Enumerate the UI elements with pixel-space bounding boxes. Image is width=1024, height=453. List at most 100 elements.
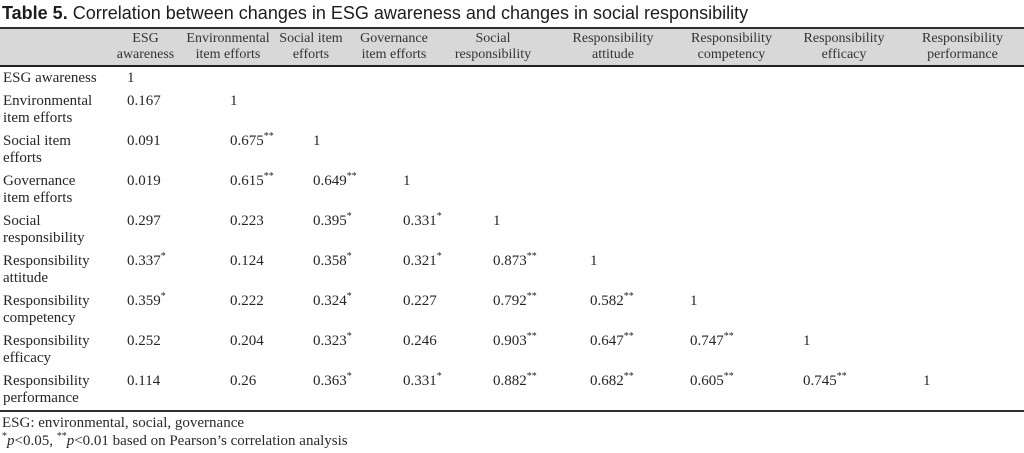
empty-cell	[901, 90, 1024, 130]
correlation-cell: 0.091	[127, 133, 161, 149]
correlation-cell: 0.222	[230, 293, 264, 309]
footnote-text: <0.05,	[14, 433, 57, 449]
row-label: Responsibility efficacy	[3, 333, 90, 366]
empty-cell	[550, 130, 676, 170]
empty-cell	[787, 210, 901, 250]
empty-cell	[352, 66, 436, 90]
correlation-cell: 1	[403, 173, 411, 189]
empty-cell	[436, 170, 550, 210]
significance-marker: **	[56, 431, 67, 442]
significance-marker: **	[723, 331, 734, 342]
significance-marker: *	[346, 371, 352, 382]
correlation-cell: 0.321*	[403, 251, 442, 270]
empty-cell	[787, 66, 901, 90]
correlation-cell: 0.792**	[493, 291, 537, 310]
correlation-cell: 0.363*	[313, 371, 352, 390]
empty-cell	[787, 90, 901, 130]
empty-cell	[676, 130, 787, 170]
correlation-cell: 0.167	[127, 93, 161, 109]
column-header: Responsibility efficacy	[787, 28, 901, 67]
empty-cell	[550, 170, 676, 210]
correlation-cell: 0.615**	[230, 171, 274, 190]
significance-marker: **	[346, 171, 357, 182]
correlation-cell: 0.605**	[690, 371, 734, 390]
empty-cell	[550, 66, 676, 90]
empty-cell	[901, 210, 1024, 250]
empty-cell	[436, 130, 550, 170]
table-row: Governance item efforts 0.019 0.615** 0.649…	[0, 170, 1024, 210]
table-row: Responsibility competency 0.359* 0.222 0.32…	[0, 290, 1024, 330]
correlation-cell: 0.246	[403, 333, 437, 349]
correlation-table: ESG awareness Environmental item efforts S…	[0, 27, 1024, 412]
empty-cell	[901, 170, 1024, 210]
empty-cell	[676, 66, 787, 90]
p-symbol: p	[7, 433, 15, 449]
correlation-cell: 0.582**	[590, 291, 634, 310]
significance-marker: *	[160, 291, 166, 302]
correlation-cell: 1	[590, 253, 598, 269]
row-label: Social responsibility	[3, 213, 85, 246]
table-row: Environmental item efforts 0.167 1	[0, 90, 1024, 130]
empty-cell	[787, 250, 901, 290]
row-label: Environmental item efforts	[3, 93, 93, 126]
column-header: Responsibility attitude	[550, 28, 676, 67]
correlation-cell: 0.358*	[313, 251, 352, 270]
empty-cell	[550, 210, 676, 250]
footnote-esg-definition: ESG: environmental, social, governance	[2, 415, 245, 431]
correlation-cell: 0.223	[230, 213, 264, 229]
empty-cell	[901, 66, 1024, 90]
significance-marker: **	[623, 331, 634, 342]
table-row: Social responsibility 0.297 0.223 0.395* 0.3…	[0, 210, 1024, 250]
correlation-cell: 0.649**	[313, 171, 357, 190]
significance-marker: **	[526, 371, 537, 382]
empty-cell	[352, 90, 436, 130]
significance-marker: **	[263, 171, 274, 182]
row-label: Responsibility performance	[3, 373, 90, 406]
correlation-cell: 0.903**	[493, 331, 537, 350]
correlation-cell: 0.331*	[403, 211, 442, 230]
correlation-cell: 0.675**	[230, 131, 274, 150]
correlation-cell: 1	[127, 70, 135, 86]
column-header: Environmental item efforts	[186, 28, 270, 67]
significance-marker: **	[526, 291, 537, 302]
correlation-cell: 1	[803, 333, 811, 349]
table-caption: Correlation between changes in ESG aware…	[72, 3, 749, 23]
significance-marker: **	[263, 131, 274, 142]
correlation-cell: 0.124	[230, 253, 264, 269]
significance-marker: **	[526, 331, 537, 342]
table-number: Table 5.	[2, 3, 68, 23]
empty-cell	[676, 210, 787, 250]
p-symbol: p	[66, 433, 75, 449]
empty-cell	[787, 130, 901, 170]
table-title: Table 5. Correlation between changes in E…	[0, 0, 1024, 27]
significance-marker: *	[436, 371, 442, 382]
correlation-cell: 0.882**	[493, 371, 537, 390]
correlation-cell: 0.26	[230, 373, 257, 389]
table-header: ESG awareness Environmental item efforts S…	[0, 28, 1024, 67]
correlation-cell: 0.873**	[493, 251, 537, 270]
empty-cell	[270, 66, 352, 90]
table-body: ESG awareness 1 Environmental item efforts…	[0, 66, 1024, 411]
significance-marker: *	[436, 211, 442, 222]
empty-cell	[676, 250, 787, 290]
correlation-cell: 0.324*	[313, 291, 352, 310]
empty-cell	[787, 170, 901, 210]
significance-marker: *	[346, 211, 352, 222]
significance-marker: *	[160, 251, 166, 262]
header-row: ESG awareness Environmental item efforts S…	[0, 28, 1024, 67]
correlation-cell: 0.359*	[127, 291, 166, 310]
row-label: Social item efforts	[3, 133, 71, 166]
table-row: Responsibility performance 0.114 0.26 0.363…	[0, 370, 1024, 411]
empty-cell	[270, 90, 352, 130]
empty-cell	[787, 290, 901, 330]
corner-cell	[0, 28, 105, 67]
correlation-cell: 0.204	[230, 333, 264, 349]
row-label: ESG awareness	[3, 70, 97, 86]
correlation-cell: 1	[493, 213, 501, 229]
row-label: Governance item efforts	[3, 173, 76, 206]
column-header: Social responsibility	[436, 28, 550, 67]
significance-marker: **	[623, 371, 634, 382]
significance-marker: *	[346, 291, 352, 302]
correlation-cell: 0.647**	[590, 331, 634, 350]
significance-marker: *	[346, 251, 352, 262]
